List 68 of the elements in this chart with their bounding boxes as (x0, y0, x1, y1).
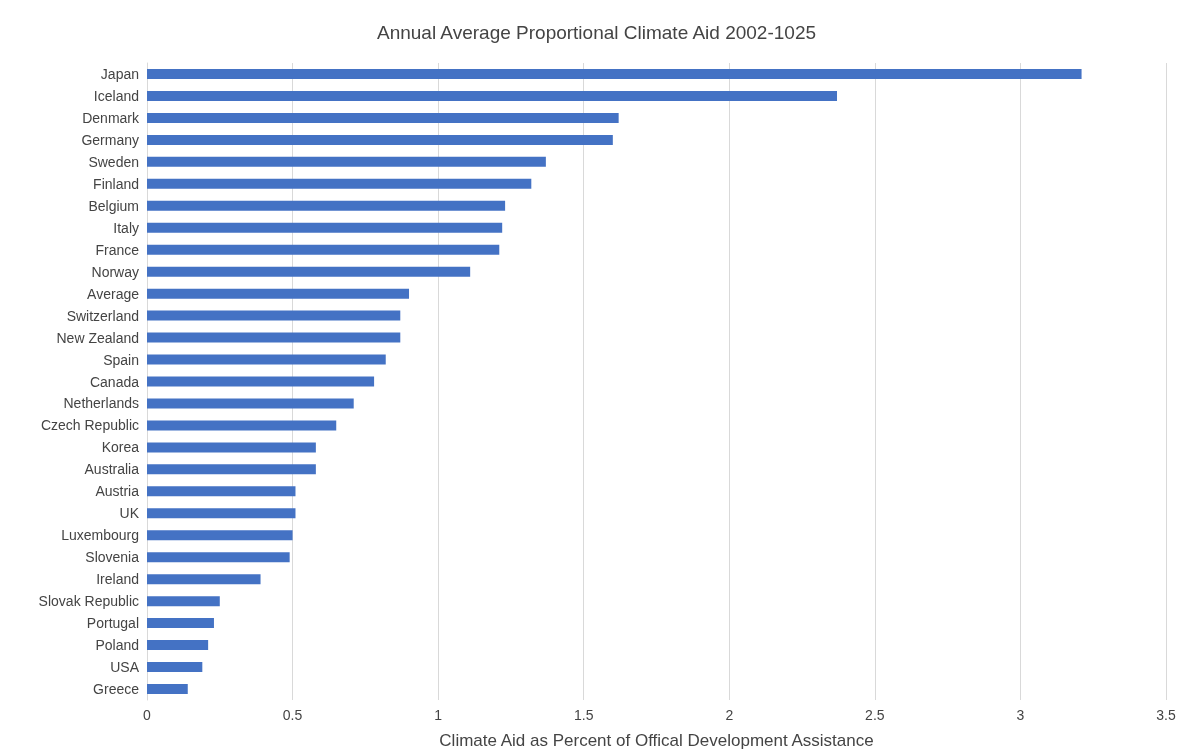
y-tick-label: Ireland (96, 571, 139, 588)
x-tick-label: 0.5 (282, 707, 303, 723)
bar (147, 420, 337, 431)
y-tick-label: Greece (93, 681, 140, 698)
y-tick-label: Italy (113, 219, 139, 236)
bar (147, 398, 354, 409)
y-tick-label: USA (110, 659, 140, 676)
bar (147, 530, 293, 541)
bar (147, 354, 386, 365)
x-tick-label: 2.5 (865, 707, 885, 723)
y-tick-label: Belgium (88, 197, 139, 214)
bar (147, 640, 209, 651)
bar (147, 552, 290, 563)
bar (147, 68, 1082, 79)
chart-title: Annual Average Proportional Climate Aid 2002-1025 (376, 22, 817, 43)
y-tick-label: Austria (95, 483, 140, 500)
x-tick-label: 1 (434, 707, 443, 723)
x-tick-label: 1.5 (573, 707, 594, 723)
y-tick-label: Germany (81, 131, 139, 148)
y-tick-label: New Zealand (56, 329, 139, 346)
bar (147, 134, 613, 145)
y-tick-label: UK (119, 505, 140, 522)
y-tick-label: Average (87, 285, 140, 302)
y-tick-label: Iceland (93, 87, 139, 104)
bar (147, 486, 296, 497)
y-tick-label: Slovak Republic (38, 593, 139, 610)
y-tick-label: Korea (101, 439, 140, 456)
y-tick-label: France (95, 241, 140, 258)
bar (147, 266, 471, 277)
y-tick-label: Slovenia (85, 549, 140, 566)
bar (147, 112, 619, 123)
bar (147, 464, 316, 475)
y-tick-label: Spain (103, 351, 139, 368)
y-tick-label: Norway (91, 263, 139, 280)
y-tick-label: Netherlands (63, 395, 139, 412)
x-axis-title: Climate Aid as Percent of Offical Development Assistance (439, 731, 874, 750)
x-tick-label: 3 (1016, 707, 1025, 723)
y-tick-label: Australia (84, 461, 140, 478)
bar (147, 376, 375, 387)
bar (147, 662, 203, 673)
bar (147, 574, 261, 585)
bar (147, 618, 214, 629)
bar (147, 442, 316, 453)
x-tick-label: 0 (143, 707, 152, 723)
bar (147, 178, 532, 189)
y-tick-label: Luxembourg (61, 527, 139, 544)
bar (147, 156, 546, 167)
bar (147, 332, 401, 343)
y-tick-label: Czech Republic (40, 417, 139, 434)
bar (147, 310, 401, 321)
y-tick-label: Portugal (86, 615, 139, 632)
y-tick-label: Switzerland (66, 307, 139, 324)
y-tick-label: Poland (95, 637, 139, 654)
bar (147, 200, 506, 211)
bar (147, 288, 410, 299)
y-tick-label: Japan (100, 65, 139, 82)
y-tick-label: Finland (93, 175, 139, 192)
y-tick-label: Sweden (88, 153, 139, 170)
x-tick-label: 3.5 (1156, 707, 1176, 723)
y-tick-label: Denmark (82, 109, 140, 126)
y-tick-label: Canada (89, 373, 140, 390)
x-tick-label: 2 (725, 707, 734, 723)
bar (147, 222, 503, 233)
bar (147, 508, 296, 519)
bar (147, 596, 220, 607)
bar (147, 244, 500, 255)
bar (147, 90, 838, 101)
bar (147, 684, 188, 695)
